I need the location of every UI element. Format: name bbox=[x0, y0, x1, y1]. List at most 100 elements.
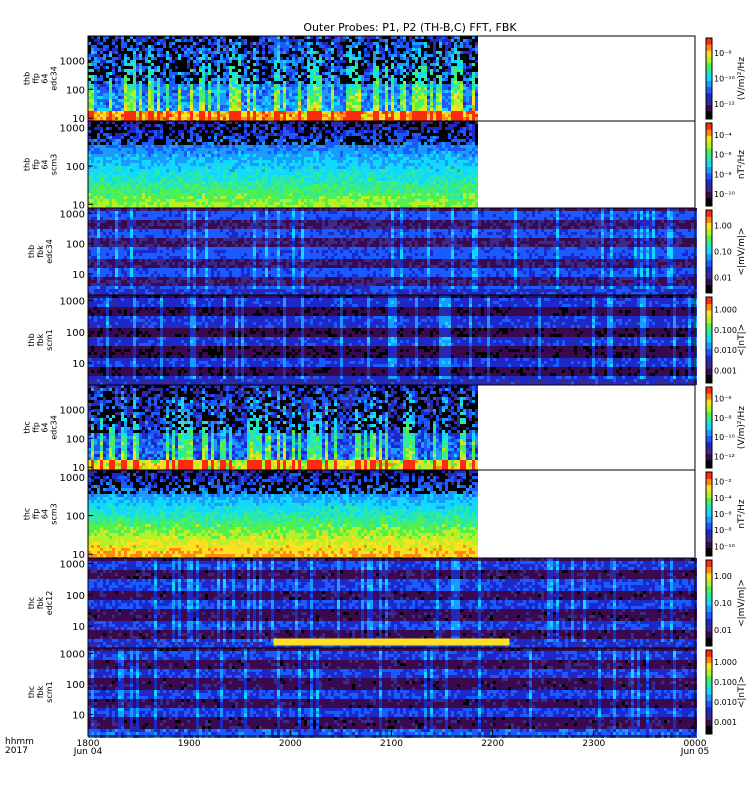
colorbar: 10⁻⁸ 10⁻¹⁰ 10⁻¹²(V/m)²/Hz bbox=[706, 38, 747, 120]
colorbar-tick-label: 10⁻¹² bbox=[714, 452, 735, 461]
colorbar-tick-label: 10⁻¹⁰ bbox=[714, 190, 735, 199]
colorbar-tick-label: 10⁻¹⁰ bbox=[714, 433, 735, 442]
panel-8: 10 100 1000 thc fbk scm1 1.000 0.100 0.010 0.001 <… bbox=[27, 648, 747, 738]
figure-title: Outer Probes: P1, P2 (TH-B,C) FFT, FBK bbox=[303, 21, 517, 34]
colorbar-tick-label: 10⁻¹⁰ bbox=[714, 75, 735, 84]
colorbar-tick-label: 10⁻² bbox=[714, 478, 732, 487]
colorbar-label: (V/m)²/Hz bbox=[737, 57, 747, 100]
y-axis-label: thc ffp 64 scm3 bbox=[23, 503, 59, 524]
spectrogram-image bbox=[88, 121, 478, 208]
y-tick-label: 100 bbox=[66, 434, 85, 445]
y-tick-label: 100 bbox=[66, 328, 85, 339]
spectrogram-image bbox=[88, 36, 478, 123]
time-tick-label: 2100 bbox=[380, 739, 403, 749]
colorbar-tick-label: 1.000 bbox=[714, 305, 737, 314]
colorbar-tick-label: 10⁻⁶ bbox=[714, 510, 732, 519]
panel-4: 10 100 1000 thb fbk scm1 1.000 0.100 0.010 0.001 <… bbox=[27, 295, 747, 385]
spectrogram-image bbox=[88, 385, 478, 472]
colorbar-label: <|mV/m|> bbox=[737, 579, 747, 627]
time-tick-label: 2300 bbox=[582, 739, 605, 749]
colorbar-tick-label: 0.10 bbox=[714, 248, 732, 257]
colorbar: 1.000 0.100 0.010 0.001 <|nT|> bbox=[706, 650, 747, 735]
y-tick-label: 1000 bbox=[60, 124, 85, 135]
y-tick-label: 1000 bbox=[60, 473, 85, 484]
colorbar-label: (V/m)²/Hz bbox=[737, 406, 747, 449]
colorbar-tick-label: 1.00 bbox=[714, 222, 732, 231]
y-tick-label: 1000 bbox=[60, 297, 85, 308]
y-axis-label: thc fbk scm1 bbox=[27, 681, 54, 702]
colorbar-tick-label: 10⁻⁸ bbox=[714, 414, 732, 423]
colorbar-tick-label: 0.10 bbox=[714, 599, 732, 608]
time-tick-label: 2200 bbox=[481, 739, 504, 749]
y-axis-label: thb fbk edc34 bbox=[27, 239, 54, 264]
y-axis-label: thb ffp 64 edc34 bbox=[23, 66, 59, 91]
colorbar-tick-label: 10⁻⁸ bbox=[714, 170, 732, 179]
colorbar-tick-label: 0.01 bbox=[714, 626, 732, 635]
y-axis-label: thc ffp 64 edc34 bbox=[23, 415, 59, 440]
colorbar-tick-label: 10⁻⁶ bbox=[714, 395, 732, 404]
time-axis-year: 2017 bbox=[5, 746, 28, 756]
y-axis-label: thb ffp 64 scm3 bbox=[23, 154, 59, 175]
y-tick-label: 10 bbox=[72, 711, 85, 722]
colorbar: 1.00 0.10 0.01 <|mV/m|> bbox=[706, 560, 747, 647]
colorbar-tick-label: 0.001 bbox=[714, 718, 737, 727]
y-axis-label: thc fbk edc12 bbox=[27, 591, 54, 616]
spectrogram-image bbox=[88, 470, 478, 560]
colorbar-tick-label: 10⁻¹² bbox=[714, 100, 735, 109]
time-tick-label: 2000 bbox=[279, 739, 302, 749]
y-tick-label: 100 bbox=[66, 85, 85, 96]
panel-3: 10 100 1000 thb fbk edc34 1.00 0.10 0.01 <|mV/m|> bbox=[27, 208, 747, 295]
colorbar-tick-label: 0.001 bbox=[714, 367, 737, 376]
colorbar-tick-label: 10⁻⁸ bbox=[714, 526, 732, 535]
colorbar-tick-label: 10⁻¹⁰ bbox=[714, 542, 735, 551]
y-tick-label: 1000 bbox=[60, 560, 85, 571]
y-tick-label: 100 bbox=[66, 680, 85, 691]
colorbar-tick-label: 0.010 bbox=[714, 346, 737, 355]
colorbar: 1.00 0.10 0.01 <|mV/m|> bbox=[706, 210, 747, 294]
panel-7: 10 100 1000 thc fbk edc12 1.00 0.10 0.01 <|mV/m|> bbox=[27, 558, 747, 648]
colorbar-tick-label: 10⁻⁴ bbox=[714, 494, 732, 503]
y-tick-label: 1000 bbox=[60, 649, 85, 660]
colorbar-label: nT²/Hz bbox=[737, 499, 747, 529]
y-tick-label: 100 bbox=[66, 591, 85, 602]
colorbar-label: <|nT|> bbox=[737, 676, 747, 708]
spectrogram-image bbox=[88, 648, 697, 738]
colorbar-tick-label: 0.100 bbox=[714, 678, 737, 687]
y-tick-label: 10 bbox=[72, 270, 85, 281]
time-axis-start-date: Jun 04 bbox=[73, 747, 103, 757]
colorbar-tick-label: 10⁻⁶ bbox=[714, 151, 732, 160]
spectrogram-image bbox=[88, 208, 697, 295]
colorbar-tick-label: 1.00 bbox=[714, 572, 732, 581]
colorbar-tick-label: 0.01 bbox=[714, 273, 732, 282]
highlight-band bbox=[273, 638, 509, 645]
colorbar-label: <|mV/m|> bbox=[737, 228, 747, 276]
time-axis-end-date: Jun 05 bbox=[680, 747, 709, 757]
spectrogram-image bbox=[88, 295, 697, 385]
y-tick-label: 100 bbox=[66, 240, 85, 251]
colorbar-label: <|nT|> bbox=[737, 324, 747, 356]
colorbar: 10⁻⁶ 10⁻⁸ 10⁻¹⁰ 10⁻¹²(V/m)²/Hz bbox=[706, 387, 747, 469]
spectrogram-figure: Outer Probes: P1, P2 (TH-B,C) FFT, FBK 1… bbox=[0, 0, 750, 800]
y-tick-label: 100 bbox=[66, 512, 85, 523]
colorbar: 1.000 0.100 0.010 0.001 <|nT|> bbox=[706, 297, 747, 384]
colorbar-tick-label: 0.100 bbox=[714, 326, 737, 335]
y-tick-label: 10 bbox=[72, 359, 85, 370]
y-tick-label: 1000 bbox=[60, 405, 85, 416]
y-tick-label: 1000 bbox=[60, 209, 85, 220]
y-tick-label: 1000 bbox=[60, 56, 85, 67]
colorbar-tick-label: 10⁻⁸ bbox=[714, 49, 732, 58]
spectrogram-image bbox=[88, 558, 697, 648]
colorbar-tick-label: 10⁻⁴ bbox=[714, 131, 732, 140]
y-tick-label: 10 bbox=[72, 622, 85, 633]
y-axis-label: thb fbk scm1 bbox=[27, 329, 54, 350]
time-tick-label: 1900 bbox=[178, 739, 201, 749]
colorbar-tick-label: 1.000 bbox=[714, 658, 737, 667]
colorbar-tick-label: 0.010 bbox=[714, 698, 737, 707]
y-tick-label: 100 bbox=[66, 162, 85, 173]
